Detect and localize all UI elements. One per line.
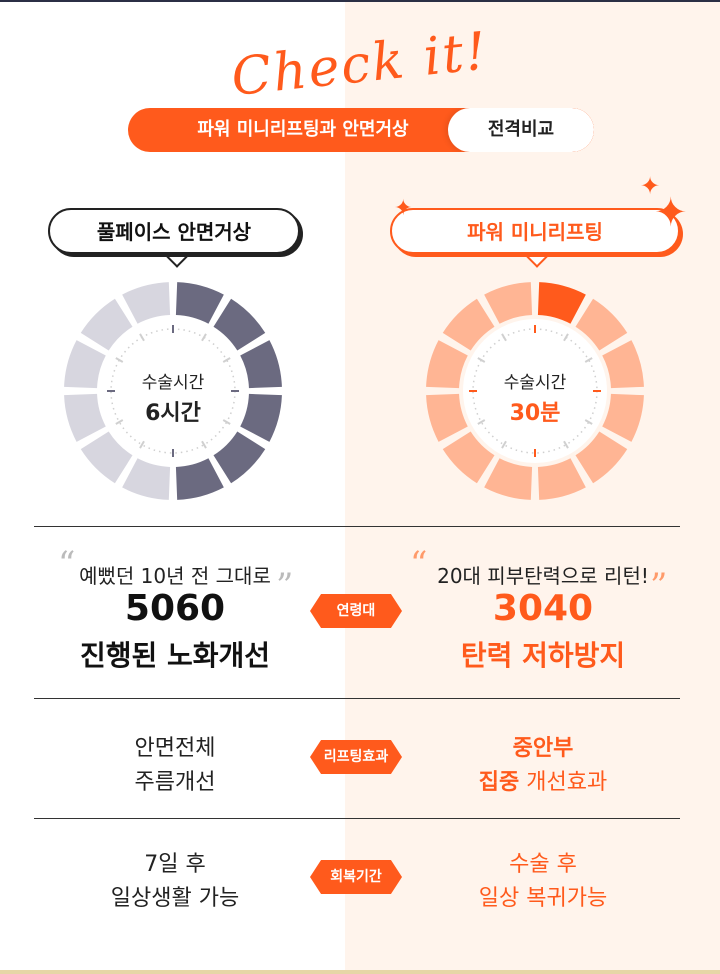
recovery-tag: 회복기간 <box>310 860 402 894</box>
donut-segment-filled <box>213 298 266 351</box>
right-donut-caption: 수술시간 <box>503 373 567 393</box>
compare-banner: 파워 미니리프팅과 안면거상 전격비교 <box>128 108 594 152</box>
clock-tick <box>563 440 569 449</box>
clock-tick <box>115 419 124 425</box>
clock-tick <box>584 419 593 425</box>
clock-tick <box>563 333 569 342</box>
donut-segment-empty <box>602 340 644 389</box>
donut-segment-empty <box>122 458 171 500</box>
donut-segment-filled <box>537 282 586 324</box>
left-method-bubble: 풀페이스 안면거상 <box>48 208 300 254</box>
donut-segment-empty <box>484 458 533 500</box>
donut-segment-filled <box>240 393 282 442</box>
donut-segment-empty <box>80 298 133 351</box>
right-recovery-line-2: 일상 복귀가능 <box>478 886 608 911</box>
clock-tick <box>501 333 507 342</box>
clock-tick <box>477 357 486 363</box>
donut-segment-empty <box>537 458 586 500</box>
right-method-bubble: 파워 미니리프팅 <box>390 208 680 254</box>
left-recovery-line-1: 7일 후 <box>144 852 206 877</box>
left-lifting-line-2: 주름개선 <box>134 770 216 795</box>
open-quote-icon: “ <box>410 544 428 584</box>
divider <box>34 698 680 699</box>
open-quote-icon: “ <box>58 544 76 584</box>
close-quote-icon: ” <box>650 566 668 606</box>
right-lifting-emphasis: 집중 <box>478 770 520 795</box>
divider <box>34 526 680 527</box>
donut-segment-filled <box>175 282 224 324</box>
left-donut-value: 6시간 <box>145 401 201 426</box>
right-donut-value: 30분 <box>509 401 561 426</box>
bottom-border <box>0 970 720 974</box>
clock-tick <box>477 419 486 425</box>
sparkle-icon: ✦ <box>654 190 688 236</box>
donut-segment-empty <box>64 340 106 389</box>
close-quote-icon: ” <box>276 566 294 606</box>
left-age-quote: 예뻤던 10년 전 그대로 <box>79 564 271 588</box>
donut-segment-filled <box>175 458 224 500</box>
right-lifting-rest: 개선효과 <box>526 770 608 795</box>
donut-segment-empty <box>442 298 495 351</box>
sparkle-icon: ✦ <box>640 172 661 200</box>
clock-tick <box>139 440 145 449</box>
clock-tick <box>222 419 231 425</box>
clock-tick <box>201 333 207 342</box>
left-donut-label: 수술시간 6시간 <box>93 368 253 427</box>
left-lifting-line-1: 안면전체 <box>134 736 216 761</box>
clock-tick <box>584 357 593 363</box>
donut-segment-empty <box>80 431 133 484</box>
donut-segment-empty <box>122 282 171 324</box>
donut-segment-empty <box>426 340 468 389</box>
donut-segment-empty <box>64 393 106 442</box>
sparkle-icon: ✦ <box>394 196 413 221</box>
compare-left-label: 파워 미니리프팅과 안면거상 <box>197 119 409 140</box>
donut-segment-empty <box>575 298 628 351</box>
clock-tick <box>139 333 145 342</box>
top-border <box>0 0 720 2</box>
donut-segment-empty <box>484 282 533 324</box>
right-surgery-time-donut <box>426 282 644 500</box>
left-recovery-line-2: 일상생활 가능 <box>110 886 240 911</box>
donut-segment-empty <box>442 431 495 484</box>
donut-segment-filled <box>213 431 266 484</box>
donut-center <box>463 319 607 463</box>
age-tag: 연령대 <box>310 594 402 628</box>
donut-segment-filled <box>240 340 282 389</box>
clock-tick <box>115 357 124 363</box>
left-age-effect: 진행된 노화개선 <box>79 639 271 672</box>
right-lifting-line-2: 집중 개선효과 <box>412 764 674 796</box>
clock-tick <box>201 440 207 449</box>
right-age-effect: 탄력 저하방지 <box>460 639 626 672</box>
right-column-background <box>345 0 720 974</box>
right-donut-label: 수술시간 30분 <box>455 368 615 427</box>
left-donut-caption: 수술시간 <box>141 373 205 393</box>
right-age-quote: 20대 피부탄력으로 리턴! <box>437 564 649 588</box>
right-lifting-line-1: 중안부 <box>512 736 574 761</box>
lifting-tag: 리프팅효과 <box>310 740 402 774</box>
divider <box>34 818 680 819</box>
right-age-range: 3040 <box>492 588 594 629</box>
clock-tick <box>222 357 231 363</box>
compare-right-label: 전격비교 <box>448 108 594 152</box>
donut-segment-empty <box>575 431 628 484</box>
donut-segment-empty <box>602 393 644 442</box>
clock-tick <box>501 440 507 449</box>
left-surgery-time-donut <box>64 282 282 500</box>
right-recovery-line-1: 수술 후 <box>509 852 577 877</box>
donut-segment-empty <box>426 393 468 442</box>
donut-center <box>101 319 245 463</box>
left-age-range: 5060 <box>124 588 226 629</box>
